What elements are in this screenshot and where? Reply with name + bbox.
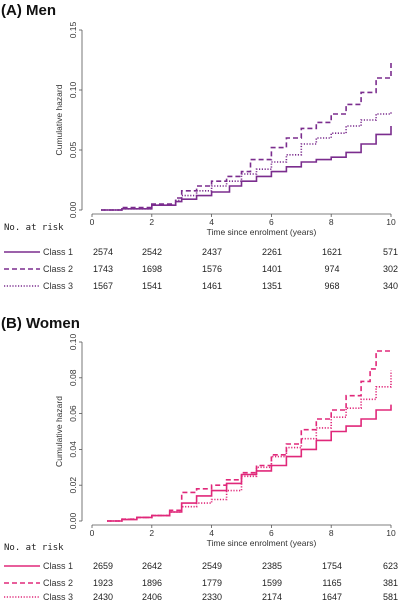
risk-table-header: No. at risk <box>4 543 64 553</box>
y-tick-label: 0.00 <box>68 512 78 529</box>
y-tick-label: 0.10 <box>68 333 78 350</box>
risk-value: 2574 <box>93 247 113 257</box>
risk-value: 1754 <box>322 561 342 571</box>
risk-value: 1923 <box>93 578 113 588</box>
risk-value: 2174 <box>262 592 282 602</box>
risk-value: 1401 <box>262 264 282 274</box>
risk-value: 2542 <box>142 247 162 257</box>
risk-value: 1599 <box>262 578 282 588</box>
risk-value: 1461 <box>202 281 222 291</box>
y-tick-label: 0.05 <box>68 141 78 158</box>
x-tick-label: 2 <box>149 528 154 538</box>
risk-value: 1779 <box>202 578 222 588</box>
risk-value: 571 <box>383 247 398 257</box>
risk-value: 2642 <box>142 561 162 571</box>
chart-panel-2: (B) Women 0.00 0.02 0.04 0.06 0.08 0.10 Cumulat… <box>1 315 398 602</box>
series-line-class-3 <box>101 111 392 211</box>
risk-value: 1743 <box>93 264 113 274</box>
x-tick-label: 8 <box>329 217 334 227</box>
x-tick-label: 8 <box>329 528 334 538</box>
risk-row-label: Class 1 <box>43 247 73 257</box>
risk-value: 1165 <box>322 578 341 588</box>
risk-value: 2261 <box>262 247 282 257</box>
series-line-class-1 <box>101 126 392 211</box>
x-tick-label: 6 <box>269 217 274 227</box>
x-axis-label: Time since enrolment (years) <box>207 227 317 237</box>
risk-value: 2549 <box>202 561 222 571</box>
series-line-class-3 <box>107 370 392 522</box>
x-tick-label: 0 <box>90 217 95 227</box>
x-tick-label: 6 <box>269 528 274 538</box>
risk-value: 1647 <box>322 592 342 602</box>
risk-value: 2330 <box>202 592 222 602</box>
risk-value: 1621 <box>322 247 342 257</box>
x-tick-label: 4 <box>209 217 214 227</box>
series-line-class-2 <box>107 350 391 522</box>
risk-value: 1576 <box>202 264 222 274</box>
x-tick-label: 2 <box>149 217 154 227</box>
y-tick-label: 0.02 <box>68 477 78 494</box>
series-line-class-2 <box>101 62 392 211</box>
x-tick-label: 0 <box>90 528 95 538</box>
risk-value: 2430 <box>93 592 113 602</box>
chart-title: (B) Women <box>1 315 80 332</box>
y-tick-label: 0.06 <box>68 405 78 422</box>
x-tick-label: 10 <box>386 528 396 538</box>
chart-title: (A) Men <box>1 2 56 19</box>
risk-value: 2437 <box>202 247 222 257</box>
x-axis-label: Time since enrolment (years) <box>207 538 317 548</box>
y-tick-label: 0.00 <box>68 201 78 218</box>
y-tick-label: 0.08 <box>68 369 78 386</box>
risk-value: 2659 <box>93 561 113 571</box>
risk-value: 1698 <box>142 264 162 274</box>
risk-value: 1896 <box>142 578 162 588</box>
risk-value: 2385 <box>262 561 282 571</box>
risk-value: 340 <box>383 281 398 291</box>
x-tick-label: 4 <box>209 528 214 538</box>
chart-panel-1: (A) Men 0.00 0.05 0.10 0.15 Cumulative hazard… <box>1 2 398 291</box>
x-tick-label: 10 <box>386 217 396 227</box>
risk-row-label: Class 2 <box>43 578 73 588</box>
y-axis-label: Cumulative hazard <box>54 84 64 155</box>
risk-value: 2406 <box>142 592 162 602</box>
y-axis-label: Cumulative hazard <box>54 396 64 467</box>
y-tick-label: 0.15 <box>68 21 78 38</box>
risk-value: 623 <box>383 561 398 571</box>
y-tick-label: 0.10 <box>68 81 78 98</box>
risk-value: 381 <box>383 578 398 588</box>
series-line-class-1 <box>107 404 392 522</box>
risk-value: 302 <box>383 264 398 274</box>
y-tick-label: 0.04 <box>68 441 78 458</box>
risk-row-label: Class 3 <box>43 281 73 291</box>
risk-row-label: Class 1 <box>43 561 73 571</box>
risk-table-header: No. at risk <box>4 223 64 233</box>
risk-value: 581 <box>383 592 398 602</box>
risk-value: 968 <box>324 281 339 291</box>
risk-value: 1351 <box>262 281 282 291</box>
risk-value: 1541 <box>142 281 162 291</box>
risk-value: 974 <box>324 264 339 274</box>
risk-row-label: Class 3 <box>43 592 73 602</box>
risk-value: 1567 <box>93 281 113 291</box>
risk-row-label: Class 2 <box>43 264 73 274</box>
